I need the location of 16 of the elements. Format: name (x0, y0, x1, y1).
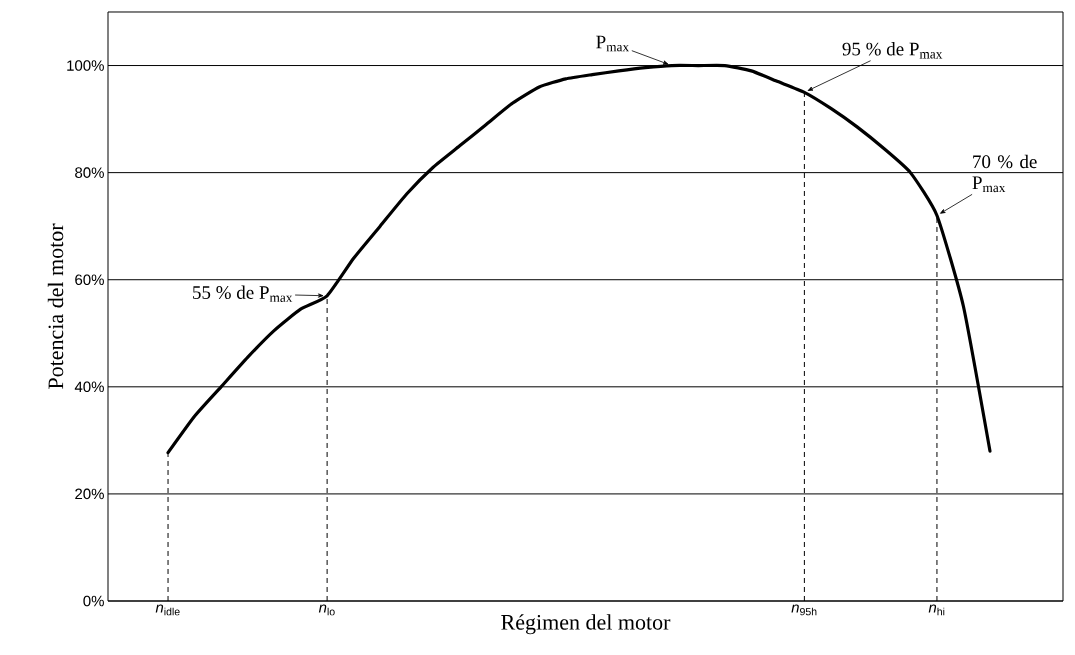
x-tick-label: n$_{lo}$ (318, 604, 335, 616)
y-tick-label: 80% (75, 167, 104, 178)
annotation: 55 % de P$_{max}$ (193, 285, 293, 302)
x-tick-label: n$_{95h}$ (791, 604, 817, 616)
y-tick-label: 60% (75, 274, 104, 286)
x-tick-label: n$_{idle}$ (155, 604, 180, 616)
y-tick-label: 100% (67, 60, 104, 71)
y-axis-title: Potencia del motor (47, 223, 64, 389)
annotation: 70 % de P$_{max}$ (972, 154, 1037, 193)
annotation: P$_{max}$ (596, 35, 629, 52)
annotation: 95 % de P$_{max}$ (842, 42, 943, 59)
y-tick-label: 0% (83, 595, 104, 607)
x-axis-title: Régimen del motor (501, 614, 671, 635)
y-tick-label: 20% (75, 488, 104, 500)
x-tick-label: n$_{hi}$ (928, 604, 945, 616)
y-tick-label: 40% (74, 381, 104, 393)
